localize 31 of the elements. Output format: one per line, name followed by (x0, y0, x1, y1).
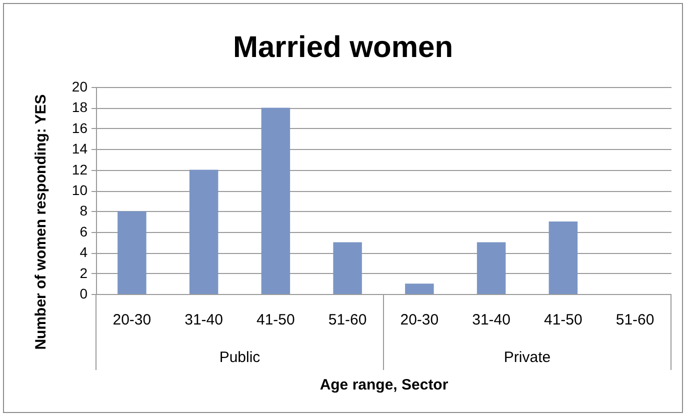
text: Private (504, 349, 551, 366)
x-tick-label: 51-60 (616, 312, 654, 328)
bar (333, 242, 362, 294)
x-tick-label: 51-60 (328, 312, 367, 328)
y-tick-label: 10 (72, 182, 88, 198)
y-tick-label: 8 (80, 202, 88, 219)
y-tick-label: 16 (72, 120, 88, 136)
bar (189, 170, 218, 294)
y-tick-label: 14 (72, 140, 88, 157)
bar (261, 108, 290, 294)
chart-title: Married women (232, 31, 454, 64)
x-tick-label: 31-40 (472, 312, 510, 328)
y-tick-label: 4 (80, 244, 88, 260)
y-tick-label: 6 (80, 223, 88, 240)
y-axis-title: Number of women responding: YES (32, 94, 50, 350)
x-tick-label: 20-30 (112, 312, 152, 328)
y-tick-label: 2 (80, 264, 88, 281)
y-tick-label: 20 (72, 78, 88, 94)
x-axis-title: Age range, Sector (320, 376, 448, 394)
bar (118, 211, 146, 294)
y-tick-label: 12 (72, 161, 88, 178)
x-tick-label: 41-50 (544, 312, 582, 328)
y-tick-label: 0 (80, 286, 88, 302)
x-tick-label: 31-40 (184, 312, 223, 328)
bar (405, 284, 434, 294)
x-tick-label: 41-50 (256, 312, 295, 328)
y-tick-label: 18 (72, 99, 88, 116)
bar (476, 242, 506, 294)
x-tick-label: 20-30 (400, 312, 439, 328)
bar (548, 222, 578, 294)
text: Public (219, 349, 261, 366)
